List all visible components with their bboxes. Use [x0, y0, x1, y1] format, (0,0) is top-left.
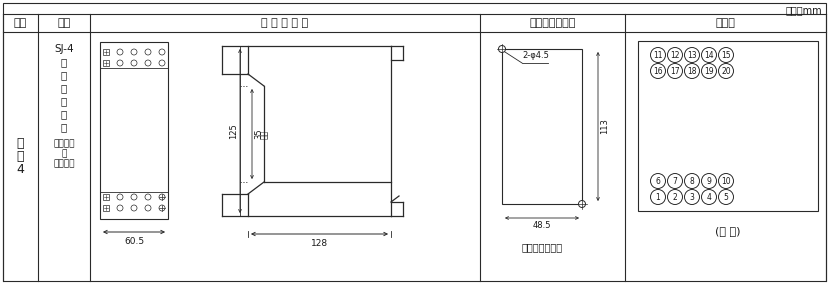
- Text: 13: 13: [686, 51, 696, 60]
- Circle shape: [145, 60, 151, 66]
- Text: 9: 9: [705, 176, 710, 185]
- Bar: [103, 49, 108, 55]
- Circle shape: [718, 174, 733, 189]
- Text: 125: 125: [229, 123, 238, 139]
- Text: 端子图: 端子图: [715, 18, 734, 28]
- Text: 附: 附: [17, 137, 24, 150]
- Text: 卡轨安装: 卡轨安装: [53, 139, 75, 149]
- Circle shape: [718, 189, 733, 204]
- Text: 5: 5: [723, 193, 728, 202]
- Circle shape: [700, 64, 715, 78]
- Text: 7: 7: [672, 176, 676, 185]
- Circle shape: [667, 47, 681, 62]
- Circle shape: [650, 47, 665, 62]
- Text: 113: 113: [599, 118, 609, 134]
- Circle shape: [684, 47, 699, 62]
- Circle shape: [684, 174, 699, 189]
- Text: 螺钉安装: 螺钉安装: [53, 160, 75, 168]
- Text: 4: 4: [17, 163, 24, 176]
- Text: 16: 16: [652, 66, 662, 76]
- Circle shape: [498, 45, 505, 53]
- Bar: [502, 49, 581, 204]
- Text: 图号: 图号: [14, 18, 27, 28]
- Text: 20: 20: [720, 66, 730, 76]
- Text: 单位：mm: 单位：mm: [784, 5, 821, 15]
- Circle shape: [117, 60, 123, 66]
- Circle shape: [159, 205, 165, 211]
- Circle shape: [131, 49, 137, 55]
- Circle shape: [718, 64, 733, 78]
- Circle shape: [718, 47, 733, 62]
- Text: 6: 6: [655, 176, 660, 185]
- Text: 2: 2: [672, 193, 676, 202]
- Circle shape: [650, 189, 665, 204]
- Text: 11: 11: [652, 51, 662, 60]
- Text: 式: 式: [60, 83, 67, 93]
- Circle shape: [650, 64, 665, 78]
- Bar: [638, 41, 817, 211]
- Circle shape: [578, 201, 585, 208]
- Text: 14: 14: [703, 51, 713, 60]
- Text: 12: 12: [670, 51, 679, 60]
- Text: SJ-4: SJ-4: [54, 44, 74, 54]
- Circle shape: [650, 174, 665, 189]
- Circle shape: [131, 60, 137, 66]
- Text: 出: 出: [60, 70, 67, 80]
- Circle shape: [667, 174, 681, 189]
- Text: 60.5: 60.5: [124, 237, 144, 246]
- Text: 安装开孔尺寸图: 安装开孔尺寸图: [528, 18, 575, 28]
- Circle shape: [117, 205, 123, 211]
- Text: 17: 17: [669, 66, 679, 76]
- Circle shape: [145, 194, 151, 200]
- Circle shape: [131, 205, 137, 211]
- Circle shape: [159, 60, 165, 66]
- Circle shape: [700, 174, 715, 189]
- Circle shape: [159, 194, 165, 200]
- Text: 1: 1: [655, 193, 660, 202]
- Text: (正 视): (正 视): [715, 226, 740, 236]
- Text: 前: 前: [60, 96, 67, 106]
- Circle shape: [684, 189, 699, 204]
- Circle shape: [159, 49, 165, 55]
- Circle shape: [667, 189, 681, 204]
- Text: 结构: 结构: [57, 18, 70, 28]
- Circle shape: [667, 64, 681, 78]
- Circle shape: [145, 205, 151, 211]
- Text: 凸: 凸: [60, 57, 67, 67]
- Text: 2-φ4.5: 2-φ4.5: [522, 51, 548, 60]
- Text: 128: 128: [310, 239, 328, 248]
- Text: 15: 15: [720, 51, 730, 60]
- Circle shape: [117, 194, 123, 200]
- Text: 4: 4: [705, 193, 710, 202]
- Text: 或: 或: [61, 149, 66, 158]
- Text: 接: 接: [60, 109, 67, 119]
- Bar: [103, 60, 108, 66]
- Text: 10: 10: [720, 176, 730, 185]
- Text: 35: 35: [253, 129, 262, 139]
- Circle shape: [117, 49, 123, 55]
- Text: 图: 图: [17, 150, 24, 163]
- Text: 螺钉安装开孔图: 螺钉安装开孔图: [521, 242, 562, 252]
- Circle shape: [700, 189, 715, 204]
- Text: 19: 19: [703, 66, 713, 76]
- Text: 18: 18: [686, 66, 696, 76]
- Text: 8: 8: [689, 176, 694, 185]
- Text: 48.5: 48.5: [532, 221, 551, 230]
- Bar: [100, 42, 168, 219]
- Circle shape: [131, 194, 137, 200]
- Text: 3: 3: [689, 193, 694, 202]
- Circle shape: [700, 47, 715, 62]
- Text: 外 形 尺 寸 图: 外 形 尺 寸 图: [261, 18, 308, 28]
- Bar: [103, 205, 108, 211]
- Bar: [103, 194, 108, 200]
- Circle shape: [684, 64, 699, 78]
- Text: 卡轨: 卡轨: [260, 130, 268, 139]
- Circle shape: [145, 49, 151, 55]
- Text: 线: 线: [60, 122, 67, 132]
